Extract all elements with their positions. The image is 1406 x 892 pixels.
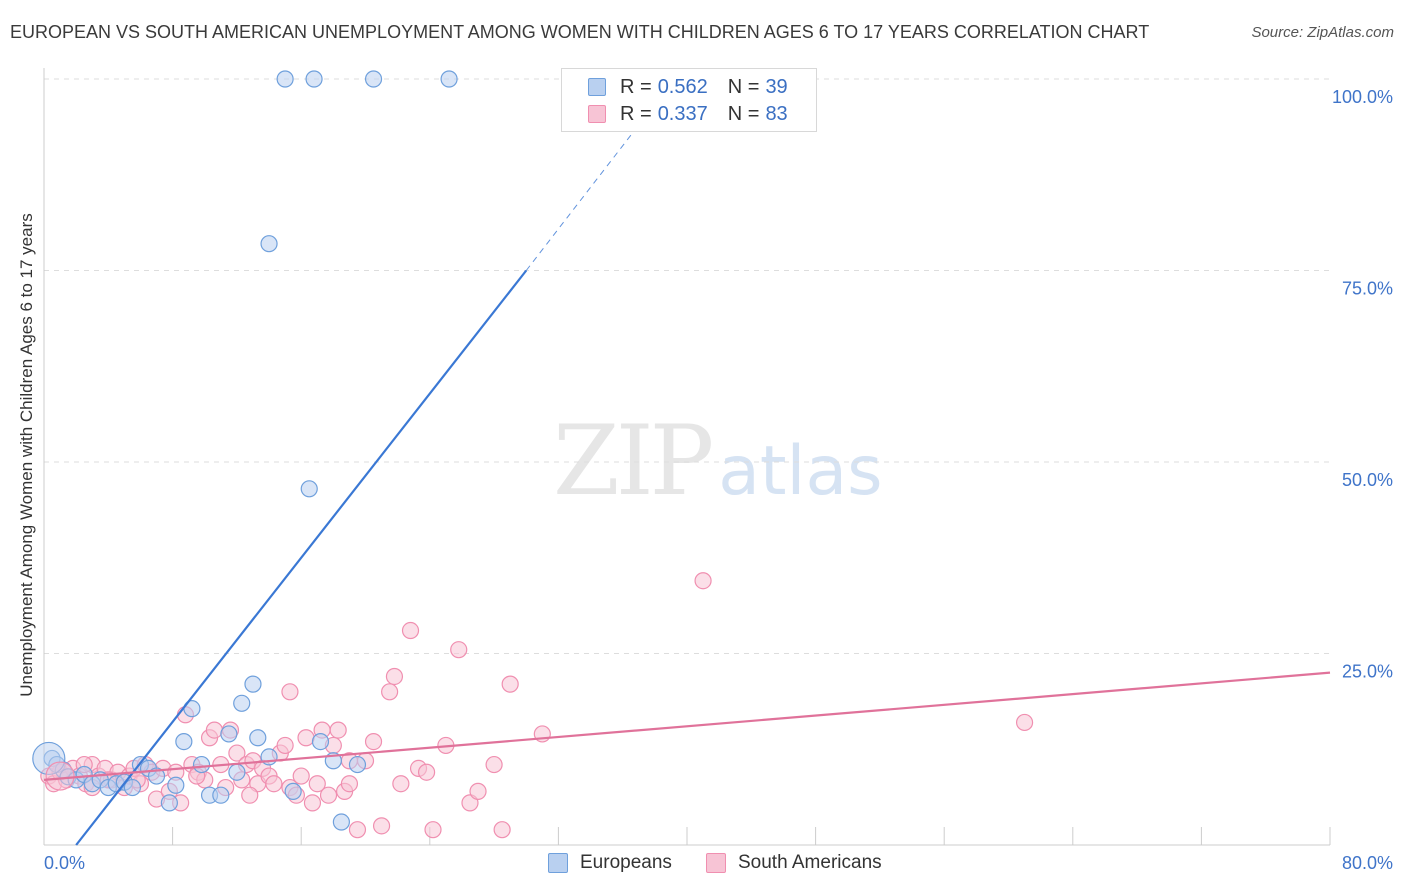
- watermark-zip: ZIP: [553, 405, 714, 517]
- europeans-point: [249, 729, 267, 747]
- south-americans-point: [205, 721, 223, 739]
- watermark-atlas: atlas: [718, 432, 883, 511]
- europeans-point: [212, 786, 230, 804]
- europeans-point: [332, 813, 350, 831]
- south-americans-point: [493, 821, 511, 839]
- europeans-point: [220, 725, 238, 743]
- south-americans-point: [401, 621, 420, 640]
- europeans-point: [244, 675, 262, 693]
- south-americans-point: [694, 572, 712, 590]
- south-americans-point: [485, 755, 503, 774]
- europeans-point: [233, 694, 251, 712]
- europeans-legend-label: Europeans: [580, 852, 672, 873]
- south-americans-point: [303, 794, 322, 812]
- europeans-point: [364, 70, 383, 88]
- legend-n-value: 39: [765, 75, 788, 98]
- y-tick-label: 25.0%: [1342, 662, 1393, 682]
- europeans-point: [228, 763, 246, 781]
- south-americans-point: [308, 775, 326, 793]
- south-americans-point: [297, 729, 315, 747]
- europeans-trend-extension: [525, 124, 640, 271]
- legend-r-label: R =: [620, 102, 652, 125]
- south-americans-point: [417, 763, 436, 781]
- europeans-point: [311, 732, 330, 751]
- south-americans-point: [450, 641, 468, 659]
- y-tick-label: 50.0%: [1342, 470, 1393, 490]
- source-label: Source: ZipAtlas.com: [1251, 24, 1394, 41]
- europeans-point: [440, 70, 458, 88]
- south-americans-point: [319, 786, 338, 804]
- watermark: ZIP atlas: [553, 405, 883, 517]
- south-americans-point: [348, 821, 367, 839]
- legend-row-europeans: R = 0.562 N = 39: [588, 75, 788, 99]
- legend-r-value: 0.337: [657, 102, 708, 125]
- south-americans-point: [292, 767, 310, 785]
- bottom-legend-europeans: Europeans: [548, 852, 672, 874]
- south-americans-point: [228, 744, 246, 762]
- south-americans-trend-line: [43, 671, 1331, 781]
- south-americans-point: [424, 821, 442, 839]
- europeans-point: [260, 235, 278, 253]
- south-americans-point: [372, 817, 391, 835]
- europeans-swatch: [588, 78, 606, 96]
- europeans-point: [276, 70, 294, 88]
- europeans-point: [300, 480, 318, 498]
- europeans-point: [348, 755, 367, 774]
- bottom-legend-south-americans: South Americans: [706, 852, 882, 874]
- legend-r-label: R =: [620, 75, 652, 98]
- x-tick-label-max: 80.0%: [1342, 853, 1393, 873]
- legend-r-value: 0.562: [657, 75, 708, 98]
- europeans-point: [123, 778, 142, 797]
- europeans-point: [167, 776, 185, 794]
- south-americans-point: [265, 775, 283, 793]
- south-americans-cluster-point: [45, 761, 75, 791]
- south-americans-legend-label: South Americans: [738, 852, 882, 873]
- x-tick-label-min: 0.0%: [44, 853, 85, 873]
- south-americans-legend-swatch: [706, 853, 726, 873]
- legend-n-label: N =: [727, 75, 760, 98]
- south-americans-point: [281, 683, 299, 701]
- south-americans-point: [241, 786, 259, 804]
- south-americans-point: [364, 732, 383, 751]
- south-americans-point: [501, 675, 519, 693]
- south-americans-point: [329, 721, 347, 739]
- south-americans-point: [392, 775, 410, 793]
- south-americans-point: [381, 683, 399, 701]
- europeans-point: [160, 794, 178, 812]
- europeans-point: [305, 70, 323, 88]
- europeans-point: [147, 767, 166, 785]
- legend-n-value: 83: [765, 102, 788, 125]
- south-americans-point: [340, 775, 359, 793]
- europeans-point: [192, 755, 211, 774]
- south-americans-point: [385, 667, 404, 686]
- south-americans-point: [276, 736, 294, 755]
- y-tick-label: 75.0%: [1342, 279, 1393, 299]
- europeans-trend-line: [75, 269, 528, 846]
- europeans-point: [175, 732, 193, 751]
- legend-n-label: N =: [727, 102, 760, 125]
- south-americans-point: [469, 782, 487, 800]
- chart-title: EUROPEAN VS SOUTH AMERICAN UNEMPLOYMENT …: [10, 22, 1150, 42]
- y-tick-label: 100.0%: [1332, 87, 1393, 107]
- europeans-legend-swatch: [548, 853, 568, 873]
- europeans-point: [284, 782, 302, 800]
- south-americans-swatch: [588, 105, 606, 123]
- south-americans-point: [1015, 713, 1034, 732]
- correlation-legend: R = 0.562 N = 39 R = 0.337 N = 83: [561, 68, 817, 132]
- legend-row-south-americans: R = 0.337 N = 83: [588, 102, 788, 126]
